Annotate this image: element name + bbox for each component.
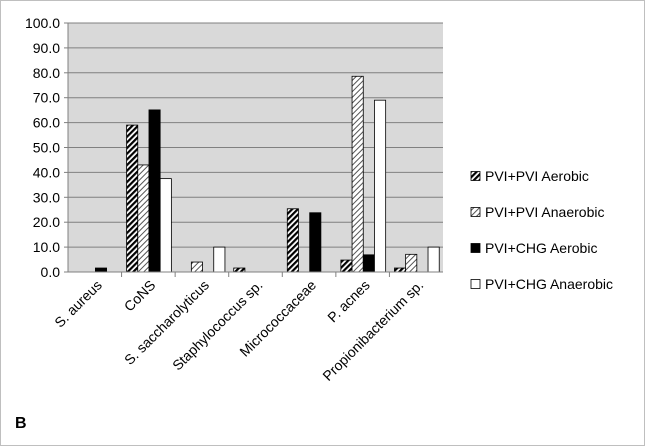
axes xyxy=(67,23,443,277)
legend: PVI+PVI Aerobic PVI+PVI Anaerobic PVI+CHG … xyxy=(470,168,613,292)
x-tick-label: S. aureus xyxy=(51,277,105,331)
bar-3-2 xyxy=(148,109,161,273)
bar-1-7 xyxy=(394,267,407,273)
y-tick-label: 40.0 xyxy=(33,164,60,180)
y-tick-label: 30.0 xyxy=(33,189,60,205)
bar-3-1 xyxy=(95,267,108,273)
legend-swatch xyxy=(470,207,481,217)
bar-1-5 xyxy=(286,208,299,273)
x-tick-label: Propionibacterium sp. xyxy=(319,277,426,384)
bar-2-2 xyxy=(137,164,150,273)
legend-label: PVI+PVI Aerobic xyxy=(485,168,589,184)
bar-1-6 xyxy=(340,259,353,273)
legend-swatch xyxy=(470,279,481,289)
legend-swatch xyxy=(470,243,481,253)
bar-1-4 xyxy=(233,267,246,273)
y-tick-label: 80.0 xyxy=(33,65,60,81)
y-tick-label: 100.0 xyxy=(25,15,60,31)
legend-label: PVI+CHG Anaerobic xyxy=(485,276,613,292)
y-axis-ticks: 0.0 10.0 20.0 30.0 40.0 50.0 60.0 70.0 80.0 90.0 1… xyxy=(25,15,68,280)
y-tick-label: 90.0 xyxy=(33,40,60,56)
y-tick-label: 10.0 xyxy=(33,239,60,255)
x-tick-label: P. acnes xyxy=(324,277,373,326)
y-tick-label: 0.0 xyxy=(41,264,61,280)
x-tick-label: Staphylococcus sp. xyxy=(169,277,266,374)
y-tick-label: 60.0 xyxy=(33,115,60,131)
bar-2-3 xyxy=(190,261,203,273)
bar-4-7 xyxy=(427,246,440,273)
bar-3-6 xyxy=(362,254,375,273)
bar-4-6 xyxy=(374,99,387,273)
bar-3-5 xyxy=(309,212,322,273)
bar-2-6 xyxy=(351,75,364,273)
panel-label: B xyxy=(15,415,27,432)
bar-2-7 xyxy=(405,253,418,273)
y-tick-label: 20.0 xyxy=(33,214,60,230)
bar-4-3 xyxy=(213,246,226,273)
legend-label: PVI+CHG Aerobic xyxy=(485,240,597,256)
legend-swatch xyxy=(470,171,481,181)
y-tick-label: 50.0 xyxy=(33,140,60,156)
legend-label: PVI+PVI Anaerobic xyxy=(485,204,604,220)
x-tick-label: CoNS xyxy=(121,277,159,315)
bar-4-2 xyxy=(159,178,172,273)
y-tick-label: 70.0 xyxy=(33,90,60,106)
bar-1-2 xyxy=(126,124,139,273)
